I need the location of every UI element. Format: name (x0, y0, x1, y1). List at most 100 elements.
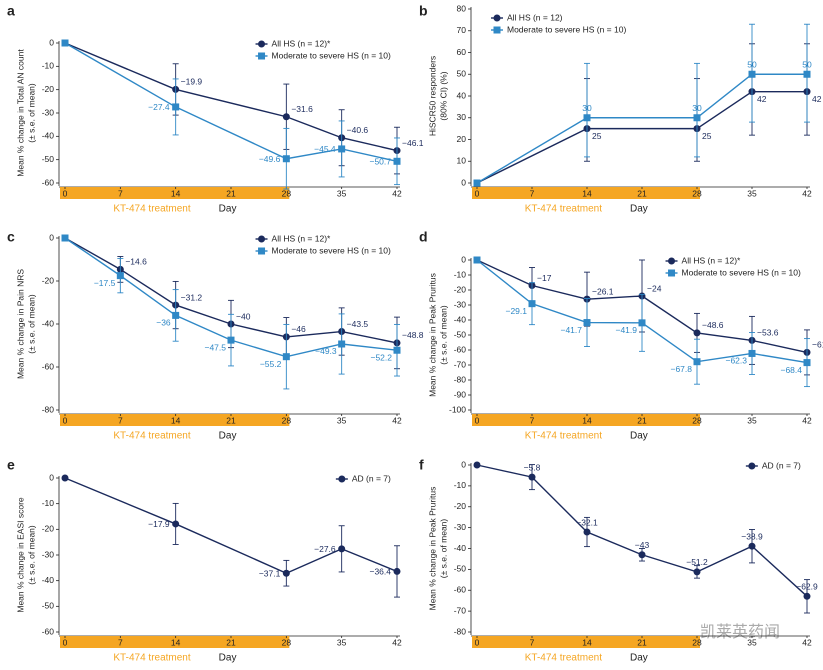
value-label: −38.9 (741, 531, 763, 541)
y-tick-label: 0 (461, 177, 466, 187)
y-axis-label: (± s.e. of mean) (26, 83, 36, 143)
x-tick-label: 7 (118, 188, 123, 198)
value-label: −40 (236, 311, 251, 321)
value-label: 30 (582, 103, 592, 113)
x-tick-label: 28 (692, 188, 702, 198)
y-axis-label: (± s.e. of mean) (26, 525, 36, 585)
y-tick-label: -30 (42, 107, 55, 117)
x-tick-label: 35 (747, 188, 757, 198)
value-label: 50 (747, 60, 757, 70)
x-axis-label: Day (630, 431, 648, 442)
x-tick-label: 0 (63, 415, 68, 425)
legend-label: Moderate to severe HS (n = 10) (272, 50, 391, 60)
marker (393, 567, 401, 575)
y-tick-label: -60 (42, 361, 55, 371)
x-tick-label: 0 (63, 188, 68, 198)
value-label: −14.6 (125, 257, 147, 267)
marker (393, 346, 401, 354)
value-label: −26.1 (592, 286, 614, 296)
value-label: −48.8 (402, 330, 424, 340)
marker (61, 39, 69, 47)
marker (693, 329, 701, 337)
treatment-label: KT-474 treatment (113, 431, 190, 442)
value-label: −17.5 (94, 278, 116, 288)
value-label: −19.9 (181, 77, 203, 87)
x-tick-label: 7 (530, 415, 535, 425)
y-tick-label: -90 (454, 389, 467, 399)
treatment-band (60, 187, 290, 199)
x-tick-label: 7 (118, 415, 123, 425)
legend-label: All HS (n = 12)* (682, 255, 742, 265)
x-tick-label: 14 (171, 415, 181, 425)
legend-label: Moderate to severe HS (n = 10) (682, 267, 801, 277)
value-label: 25 (592, 131, 602, 141)
marker (748, 349, 756, 357)
value-label: −36 (156, 318, 171, 328)
legend: AD (n = 7) (745, 460, 801, 470)
value-label: −49.3 (315, 346, 337, 356)
x-tick-label: 7 (118, 637, 123, 647)
x-tick-label: 0 (475, 637, 480, 647)
marker (116, 272, 124, 280)
x-tick-label: 0 (475, 188, 480, 198)
y-tick-label: -80 (454, 374, 467, 384)
marker (528, 473, 536, 481)
y-tick-label: -100 (449, 404, 466, 414)
treatment-label: KT-474 treatment (113, 204, 190, 215)
value-label: −29.1 (505, 306, 527, 316)
panel-letter: c (7, 229, 15, 245)
marker (61, 474, 69, 482)
error-bar (694, 62, 700, 158)
x-tick-label: 7 (530, 188, 535, 198)
marker (693, 568, 701, 576)
legend: All HS (n = 12)* Moderate to severe HS (n… (665, 255, 801, 277)
x-axis-label: Day (219, 431, 237, 442)
legend-label: All HS (n = 12)* (272, 233, 332, 243)
x-tick-label: 0 (63, 637, 68, 647)
marker (473, 179, 481, 187)
legend-label: All HS (n = 12)* (272, 38, 332, 48)
y-axis-label: Mean % change in Total AN count (15, 49, 25, 177)
value-label: −53.6 (757, 328, 779, 338)
y-axis-label: Mean % change in Peak Pruritus (427, 487, 437, 611)
y-tick-label: -20 (42, 524, 55, 534)
marker (748, 542, 756, 550)
x-tick-label: 21 (637, 637, 647, 647)
value-label: −17.9 (148, 519, 170, 529)
x-tick-label: 21 (637, 415, 647, 425)
line (64, 477, 398, 574)
legend-label: Moderate to severe HS (n = 10) (507, 24, 626, 34)
y-axis-label: Mean % change in Peak Pruritus (427, 273, 437, 397)
value-label: −41.9 (615, 325, 637, 335)
value-label: −55.2 (260, 359, 282, 369)
marker (258, 52, 266, 60)
y-axis-label: (80% CI) (%) (438, 71, 448, 120)
y-tick-label: -40 (42, 318, 55, 328)
legend-label: AD (n = 7) (352, 473, 391, 483)
marker (748, 462, 756, 470)
value-label: −41.7 (560, 325, 582, 335)
marker (282, 353, 290, 361)
y-tick-label: 0 (49, 232, 54, 242)
value-label: −37.1 (259, 568, 281, 578)
y-axis-label: HiSCR50 responders (427, 56, 437, 136)
x-tick-label: 21 (226, 415, 236, 425)
x-tick-label: 28 (692, 415, 702, 425)
treatment-band (60, 414, 290, 426)
y-tick-label: -20 (42, 84, 55, 94)
marker (638, 319, 646, 327)
marker (338, 545, 346, 553)
marker (693, 114, 701, 122)
value-label: −27.4 (148, 102, 170, 112)
x-axis-label: Day (630, 204, 648, 215)
x-axis-label: Day (630, 653, 648, 664)
x-tick-label: 42 (392, 637, 402, 647)
value-label: −40.6 (347, 125, 369, 135)
y-tick-label: 0 (461, 459, 466, 469)
x-tick-label: 35 (337, 415, 347, 425)
value-label: −67.8 (670, 364, 692, 374)
y-tick-label: -20 (42, 275, 55, 285)
marker (227, 336, 235, 344)
marker (803, 70, 811, 78)
